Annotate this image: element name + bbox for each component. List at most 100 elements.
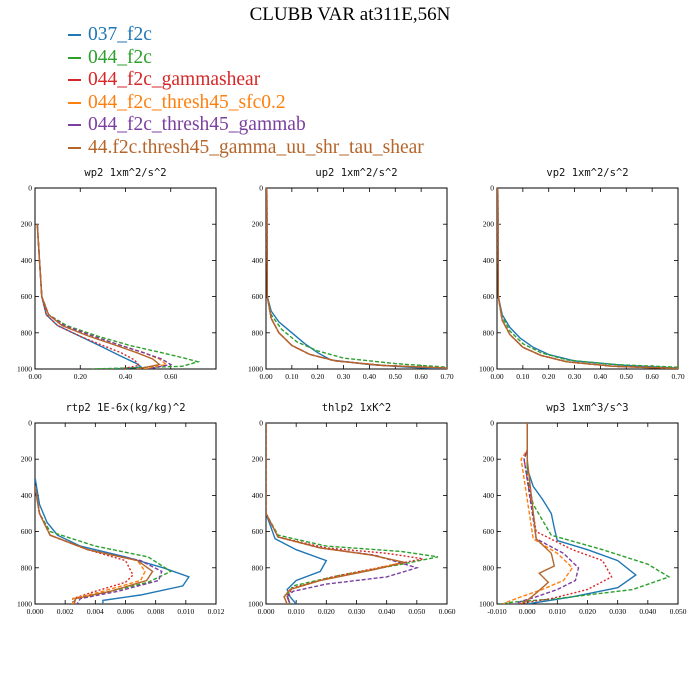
series-line: [35, 477, 190, 604]
y-tick-label: 1000: [479, 365, 494, 374]
x-tick-label: 0.60: [646, 372, 659, 381]
x-tick-label: 0.050: [408, 607, 425, 616]
plot-frame: [496, 422, 679, 605]
y-tick-label: 1000: [17, 365, 32, 374]
y-tick-label: 1000: [479, 600, 494, 609]
panel-title: thlp2 1xK^2: [322, 402, 392, 414]
x-tick-label: 0.002: [57, 607, 74, 616]
x-tick-label: 0.00: [28, 372, 41, 381]
x-tick-label: -0.010: [487, 607, 507, 616]
y-tick-label: 800: [21, 328, 33, 337]
series-line: [266, 423, 424, 604]
x-tick-label: 0.40: [363, 372, 376, 381]
y-tick-label: 200: [483, 455, 495, 464]
y-tick-label: 800: [21, 563, 33, 572]
x-tick-label: 0.00: [259, 372, 272, 381]
legend-item: 044_f2c: [68, 47, 424, 70]
legend-label: 044_f2c_gammashear: [88, 69, 261, 91]
legend-label: 044_f2c_thresh45_sfc0.2: [88, 91, 286, 113]
x-tick-label: 0.60: [164, 372, 177, 381]
y-tick-label: 0: [259, 184, 263, 193]
y-tick-label: 400: [483, 491, 495, 500]
x-tick-label: 0.000: [27, 607, 44, 616]
y-tick-label: 800: [252, 328, 264, 337]
x-tick-label: 0.040: [378, 607, 395, 616]
legend-swatch: [68, 101, 81, 104]
x-tick-label: 0.020: [318, 607, 335, 616]
panel-title: rtp2 1E-6x(kg/kg)^2: [65, 402, 185, 414]
series-line: [266, 188, 447, 369]
legend-item: 044_f2c_thresh45_sfc0.2: [68, 92, 424, 115]
series-line: [266, 188, 447, 369]
series-line: [266, 188, 447, 368]
legend-label: 044_f2c_thresh45_gammab: [88, 114, 306, 136]
x-tick-label: 0.000: [519, 607, 536, 616]
x-tick-label: 0.50: [620, 372, 633, 381]
x-tick-label: 0.004: [87, 607, 104, 616]
y-tick-label: 0: [490, 419, 494, 428]
plot-frame: [34, 187, 217, 370]
legend-swatch: [68, 124, 81, 127]
y-tick-label: 1000: [248, 600, 263, 609]
x-tick-label: 0.010: [288, 607, 305, 616]
x-tick-label: 0.10: [285, 372, 298, 381]
x-tick-label: 0.70: [440, 372, 453, 381]
x-tick-label: 0.30: [337, 372, 350, 381]
x-tick-label: 0.60: [415, 372, 428, 381]
chart-panel: wp3 1xm^3/s^3 0 200 400 600 800 1000-0.010 0.00…: [479, 402, 687, 616]
legend-swatch: [68, 56, 81, 59]
y-tick-label: 1000: [248, 365, 263, 374]
legend-item: 044_f2c_gammashear: [68, 69, 424, 92]
y-tick-label: 400: [252, 491, 264, 500]
x-tick-label: 0.20: [542, 372, 555, 381]
series-line: [266, 423, 328, 604]
series-line: [526, 423, 637, 604]
series-line: [35, 486, 173, 604]
y-tick-label: 200: [21, 220, 33, 229]
x-tick-label: 0.030: [348, 607, 365, 616]
legend-swatch: [68, 34, 81, 37]
series-line: [36, 224, 201, 369]
y-tick-label: 400: [483, 256, 495, 265]
y-tick-label: 600: [483, 292, 495, 301]
legend-swatch: [68, 79, 81, 82]
y-tick-label: 0: [490, 184, 494, 193]
chart-panel: rtp2 1E-6x(kg/kg)^2020040060080010000.00…: [17, 402, 225, 616]
series-line: [35, 486, 134, 604]
series-line: [499, 423, 671, 604]
x-tick-label: 0.40: [594, 372, 607, 381]
series-line: [497, 188, 678, 369]
series-line: [502, 423, 574, 604]
x-tick-label: 0.70: [671, 372, 684, 381]
y-tick-label: 400: [252, 256, 264, 265]
panel-title: vp2 1xm^2/s^2: [546, 167, 628, 179]
series-line: [520, 423, 556, 604]
x-tick-label: 0.20: [311, 372, 324, 381]
x-tick-label: 0.10: [516, 372, 529, 381]
plot-frame: [265, 422, 448, 605]
y-tick-label: 0: [28, 184, 32, 193]
y-tick-label: 400: [21, 256, 33, 265]
series-line: [266, 423, 405, 604]
y-tick-label: 600: [483, 527, 495, 536]
y-tick-label: 200: [21, 455, 33, 464]
y-tick-label: 800: [483, 563, 495, 572]
legend-item: 037_f2c: [68, 24, 424, 47]
x-tick-label: 0.20: [74, 372, 87, 381]
series-line: [35, 486, 154, 604]
series-line: [36, 224, 161, 369]
y-tick-label: 1000: [17, 600, 32, 609]
y-tick-label: 800: [483, 328, 495, 337]
series-line: [36, 224, 141, 369]
x-tick-label: 0.030: [609, 607, 626, 616]
x-tick-label: 0.050: [670, 607, 687, 616]
y-tick-label: 600: [252, 292, 264, 301]
y-tick-label: 400: [21, 491, 33, 500]
x-tick-label: 0.060: [439, 607, 456, 616]
legend-label: 44.f2c.thresh45_gamma_uu_shr_tau_shear: [88, 136, 424, 158]
x-tick-label: 0.00: [490, 372, 503, 381]
